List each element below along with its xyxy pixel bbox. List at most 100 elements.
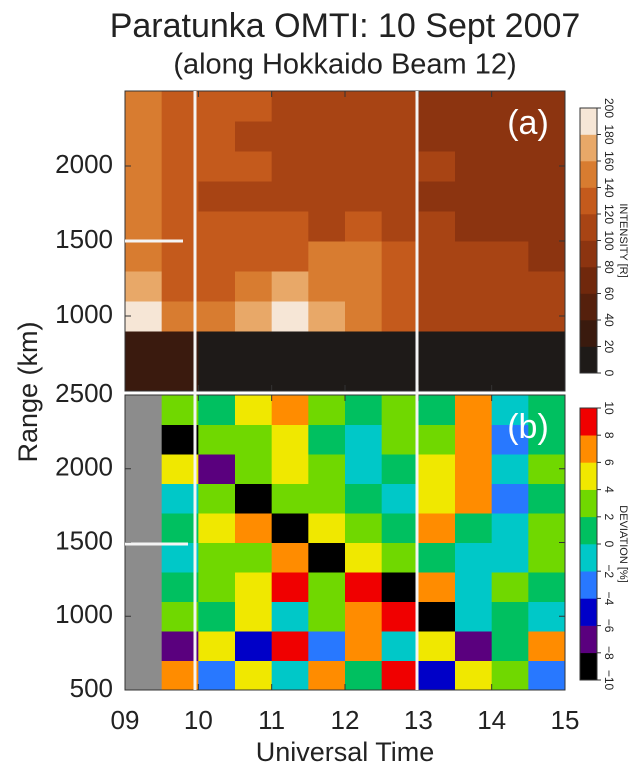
heatmap-cell — [125, 301, 163, 332]
heatmap-cell — [381, 454, 419, 484]
heatmap-cell — [161, 631, 199, 661]
heatmap-cell — [308, 572, 346, 602]
heatmap-cell — [418, 454, 456, 484]
heatmap-cell — [455, 572, 493, 602]
colorbar-bin — [580, 516, 597, 545]
heatmap-cell — [161, 121, 199, 152]
heatmap-cell — [491, 542, 529, 573]
heatmap-cell — [381, 631, 419, 661]
colorbar-bin — [580, 408, 597, 436]
heatmap-cell — [418, 660, 456, 691]
x-tick-label: 10 — [184, 705, 213, 735]
heatmap-cell — [418, 631, 456, 661]
heatmap-cell — [125, 241, 163, 272]
heatmap-cell — [418, 151, 456, 182]
heatmap-cell — [381, 241, 419, 272]
heatmap-cell — [235, 542, 273, 573]
heatmap-cell — [125, 91, 163, 122]
heatmap-cell — [161, 483, 199, 514]
heatmap-cell — [528, 331, 566, 362]
heatmap-cell — [528, 271, 566, 302]
heatmap-cell — [491, 513, 529, 543]
heatmap-cell — [271, 424, 309, 455]
heatmap-cell — [308, 513, 346, 543]
heatmap-cell — [308, 454, 346, 484]
heatmap-cell — [418, 361, 456, 392]
heatmap-cell — [418, 572, 456, 602]
heatmap-cell — [455, 91, 493, 122]
heatmap-cell — [235, 241, 273, 272]
heatmap-cell — [381, 151, 419, 182]
heatmap-cell — [345, 271, 383, 302]
heatmap-cell — [455, 121, 493, 152]
colorbar-bin — [580, 435, 597, 463]
heatmap-cell — [271, 91, 309, 122]
heatmap-cell — [418, 483, 456, 514]
colorbar-tick-label: 160 — [602, 151, 616, 171]
colorbar-bin — [580, 462, 597, 490]
heatmap-cell — [161, 151, 199, 182]
heatmap-cell — [381, 271, 419, 302]
heatmap-cell — [271, 513, 309, 543]
heatmap-cell — [528, 572, 566, 602]
heatmap-cell — [308, 631, 346, 661]
heatmap-cell — [308, 241, 346, 272]
heatmap-cell — [271, 361, 309, 392]
colorbar-tick-label: −6 — [602, 619, 616, 633]
heatmap-cell — [235, 601, 273, 632]
heatmap-cell — [491, 211, 529, 242]
plots: (a)1000150020000204060801001201401601802… — [55, 90, 629, 735]
heatmap-cell — [528, 660, 566, 691]
heatmap-cell — [528, 542, 566, 573]
heatmap-cell — [198, 271, 236, 302]
heatmap-cell — [198, 301, 236, 332]
heatmap-cell — [491, 631, 529, 661]
heatmap-cell — [235, 483, 273, 514]
heatmap-cell — [528, 631, 566, 661]
heatmap-cell — [381, 91, 419, 122]
heatmap-cell — [528, 424, 566, 455]
heatmap-cell — [345, 395, 383, 425]
heatmap-cell — [271, 601, 309, 632]
heatmap-cell — [271, 483, 309, 514]
colorbar-tick-label: 6 — [602, 459, 616, 466]
heatmap-cell — [235, 361, 273, 392]
heatmap-cell — [491, 660, 529, 691]
x-tick-label: 12 — [331, 705, 360, 735]
y-tick-label: 1000 — [55, 299, 113, 329]
colorbar-tick-label: 100 — [602, 230, 616, 250]
heatmap-cell — [455, 241, 493, 272]
y-tick-label: 1500 — [55, 525, 113, 555]
heatmap-cell — [345, 241, 383, 272]
heatmap-cell — [455, 151, 493, 182]
heatmap-cell — [381, 211, 419, 242]
heatmap-cell — [491, 572, 529, 602]
heatmap-cell — [308, 483, 346, 514]
heatmap-cell — [271, 181, 309, 212]
panel-label: (b) — [507, 408, 549, 446]
y-tick-label: 2000 — [55, 149, 113, 179]
colorbar-tick-label: 120 — [602, 204, 616, 224]
colorbar-bin — [580, 489, 597, 518]
x-tick-label: 11 — [258, 705, 285, 735]
heatmap-cell — [345, 454, 383, 484]
heatmap-cell — [455, 601, 493, 632]
y-tick-label: 1500 — [55, 224, 113, 254]
heatmap-cell — [271, 211, 309, 242]
heatmap-cell — [528, 211, 566, 242]
heatmap-cell — [455, 395, 493, 425]
heatmap-cell — [455, 542, 493, 573]
heatmap-cell — [345, 660, 383, 691]
heatmap-cell — [418, 331, 456, 362]
heatmap-cell — [308, 424, 346, 455]
colorbar-tick-label: 10 — [602, 401, 616, 415]
heatmap-cell — [345, 631, 383, 661]
colorbar-tick-label: 2 — [602, 513, 616, 520]
heatmap-cell — [161, 395, 199, 425]
heatmap-cell — [235, 271, 273, 302]
heatmap-cell — [161, 211, 199, 242]
heatmap-cell — [235, 572, 273, 602]
heatmap-cell — [235, 151, 273, 182]
heatmap-cell — [418, 91, 456, 122]
